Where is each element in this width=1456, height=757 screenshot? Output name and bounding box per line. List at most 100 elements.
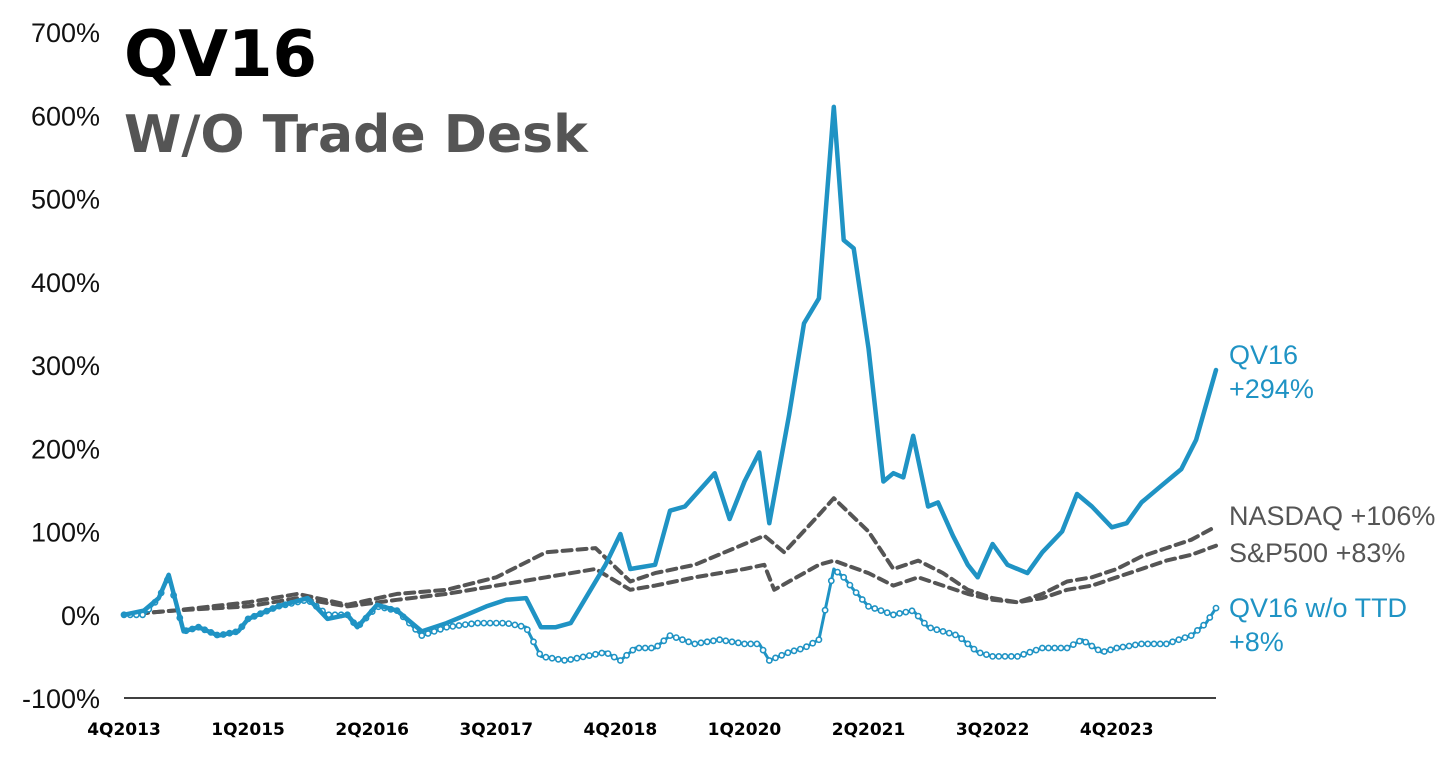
data-point bbox=[492, 619, 500, 627]
y-tick-label: 200% bbox=[31, 434, 100, 464]
y-tick-label: 700% bbox=[31, 18, 100, 48]
data-point bbox=[772, 654, 779, 662]
x-tick-label: 4Q2018 bbox=[584, 720, 658, 740]
data-point bbox=[573, 654, 581, 662]
data-point bbox=[635, 644, 643, 652]
data-point bbox=[902, 608, 910, 616]
x-tick-label: 1Q2020 bbox=[708, 720, 782, 740]
x-tick-label: 2Q2021 bbox=[832, 720, 906, 740]
data-point bbox=[617, 657, 624, 664]
data-point bbox=[567, 656, 575, 663]
data-point bbox=[660, 637, 668, 645]
data-point bbox=[1051, 644, 1059, 652]
data-point bbox=[921, 619, 928, 627]
data-point bbox=[1069, 641, 1077, 648]
data-point bbox=[1014, 653, 1021, 660]
series-line-qv16 bbox=[121, 104, 1219, 638]
data-point bbox=[1125, 642, 1133, 650]
data-point bbox=[964, 640, 972, 648]
data-point bbox=[641, 644, 649, 652]
data-point bbox=[1026, 648, 1034, 656]
data-point bbox=[1131, 641, 1139, 649]
data-point bbox=[1045, 644, 1052, 652]
data-point bbox=[530, 638, 537, 646]
data-point bbox=[945, 629, 953, 637]
data-point bbox=[1200, 621, 1207, 629]
data-point bbox=[1181, 634, 1189, 641]
data-point bbox=[1138, 640, 1145, 648]
data-point bbox=[1107, 646, 1114, 654]
data-point bbox=[679, 636, 686, 644]
data-point bbox=[1206, 614, 1214, 621]
data-point bbox=[983, 651, 990, 658]
data-point bbox=[1187, 632, 1195, 639]
data-point bbox=[908, 607, 916, 615]
x-tick-label: 3Q2022 bbox=[956, 720, 1030, 740]
data-point bbox=[1020, 650, 1028, 658]
data-point bbox=[561, 656, 568, 664]
data-point bbox=[1169, 638, 1176, 646]
data-point bbox=[1082, 638, 1090, 646]
data-point bbox=[604, 650, 612, 657]
data-point bbox=[809, 639, 817, 647]
data-point bbox=[716, 636, 723, 644]
series-line-nasdaq bbox=[122, 496, 1218, 617]
data-point bbox=[958, 635, 965, 643]
data-point bbox=[877, 607, 885, 614]
data-point bbox=[1156, 640, 1164, 648]
y-tick-label: 300% bbox=[31, 351, 100, 381]
data-point bbox=[585, 652, 593, 659]
data-point bbox=[691, 640, 699, 648]
data-point bbox=[778, 651, 786, 659]
data-point bbox=[685, 638, 692, 646]
data-point bbox=[1113, 644, 1121, 652]
data-point bbox=[1163, 640, 1170, 648]
data-point bbox=[1212, 604, 1220, 612]
data-point bbox=[834, 568, 841, 576]
data-point bbox=[765, 657, 773, 664]
data-point bbox=[517, 622, 525, 630]
data-point bbox=[722, 637, 730, 645]
data-point bbox=[871, 605, 879, 612]
data-point bbox=[989, 653, 996, 660]
chart-title: QV16 bbox=[124, 18, 317, 92]
data-point bbox=[840, 573, 848, 581]
data-point bbox=[976, 649, 984, 657]
data-point bbox=[499, 619, 506, 627]
series-end-label: NASDAQ +106% bbox=[1229, 501, 1435, 531]
data-point bbox=[623, 651, 630, 659]
data-point bbox=[970, 645, 978, 653]
data-point bbox=[852, 589, 860, 596]
y-tick-label: 600% bbox=[31, 101, 100, 131]
data-point bbox=[1088, 642, 1096, 650]
data-point bbox=[927, 624, 934, 632]
x-tick-label: 4Q2023 bbox=[1080, 720, 1154, 740]
data-point bbox=[1175, 636, 1183, 644]
data-point bbox=[952, 631, 959, 639]
y-tick-label: 400% bbox=[31, 268, 100, 298]
data-point bbox=[610, 653, 618, 661]
data-point bbox=[1001, 653, 1009, 660]
data-point bbox=[455, 622, 463, 629]
data-point bbox=[753, 640, 761, 648]
x-axis: 4Q2013 1Q2015 2Q2016 3Q2017 4Q2018 1Q2020 2Q20… bbox=[87, 720, 1153, 740]
data-point bbox=[865, 603, 872, 610]
series-line-s-p500 bbox=[122, 543, 1218, 617]
data-point bbox=[1094, 646, 1102, 654]
data-point bbox=[542, 653, 550, 661]
data-point bbox=[1032, 646, 1040, 654]
data-point bbox=[883, 609, 891, 617]
y-tick-label: 100% bbox=[31, 518, 100, 548]
x-tick-label: 2Q2016 bbox=[335, 720, 409, 740]
data-point bbox=[418, 632, 426, 639]
data-point bbox=[654, 642, 661, 650]
data-point bbox=[505, 620, 513, 627]
y-tick-label: 0% bbox=[61, 601, 100, 631]
data-point bbox=[939, 628, 947, 635]
data-point bbox=[803, 643, 810, 651]
series-end-label: QV16 +294% bbox=[1229, 340, 1314, 404]
data-point bbox=[579, 653, 587, 661]
data-point bbox=[461, 621, 469, 628]
data-point bbox=[554, 655, 562, 663]
chart-subtitle: W/O Trade Desk bbox=[124, 105, 589, 165]
